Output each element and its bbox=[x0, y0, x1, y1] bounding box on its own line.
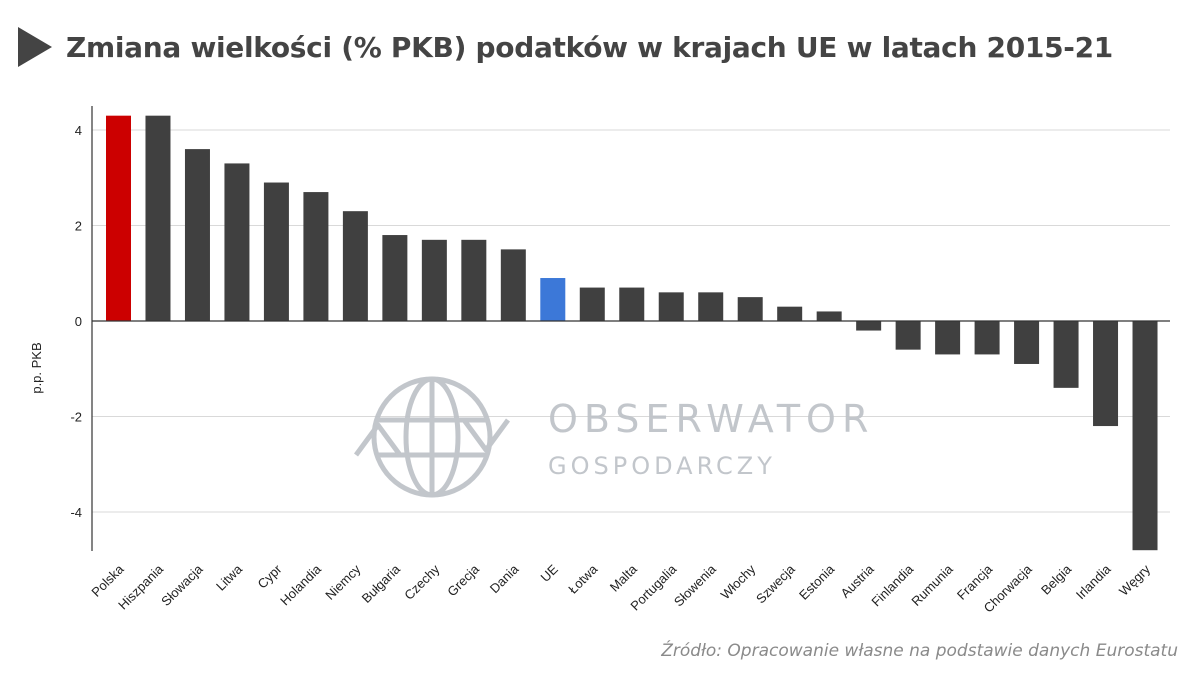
bar bbox=[658, 292, 684, 321]
watermark-line2: GOSPODARCZY bbox=[548, 452, 776, 480]
watermark-line1: OBSERWATOR bbox=[548, 397, 874, 441]
bar bbox=[698, 292, 724, 321]
title-row: Zmiana wielkości (% PKB) podatków w kraj… bbox=[18, 22, 1188, 72]
bar bbox=[619, 287, 645, 321]
x-tick-label: Cypr bbox=[255, 561, 285, 591]
source-note: Źródło: Opracowanie własne na podstawie … bbox=[661, 641, 1178, 661]
bar bbox=[737, 297, 763, 321]
y-tick-label: -2 bbox=[70, 410, 82, 425]
bar bbox=[382, 235, 408, 321]
bar bbox=[974, 321, 1000, 355]
x-tick-label: Węgry bbox=[1116, 561, 1154, 599]
x-tick-label: Belgia bbox=[1038, 561, 1075, 598]
x-tick-label: Dania bbox=[487, 561, 522, 596]
x-tick-label: Polska bbox=[88, 561, 127, 600]
x-tick-label: Szwecja bbox=[753, 561, 798, 606]
bar bbox=[145, 115, 171, 321]
bar bbox=[856, 321, 882, 331]
bar bbox=[935, 321, 961, 355]
x-tick-label: Bułgaria bbox=[359, 561, 404, 606]
bar bbox=[1093, 321, 1119, 427]
y-tick-label: -4 bbox=[70, 505, 82, 520]
bars bbox=[106, 115, 1158, 551]
x-tick-label: Słowacja bbox=[158, 561, 206, 609]
y-tick-labels: -4 -2 0 2 4 bbox=[70, 123, 82, 520]
x-tick-label: Słowenia bbox=[671, 561, 719, 609]
bar bbox=[777, 306, 803, 321]
chart-title: Zmiana wielkości (% PKB) podatków w kraj… bbox=[66, 30, 1113, 64]
bar bbox=[342, 211, 368, 321]
bar bbox=[816, 311, 842, 321]
x-tick-label: Finlandia bbox=[868, 561, 916, 609]
bar bbox=[303, 192, 329, 321]
y-tick-label: 4 bbox=[75, 123, 82, 138]
x-tick-label: Holandia bbox=[277, 561, 324, 608]
gridlines bbox=[92, 129, 1170, 513]
bar bbox=[895, 321, 921, 350]
bar bbox=[184, 149, 210, 321]
watermark: OBSERWATOR GOSPODARCZY bbox=[353, 376, 874, 498]
bar bbox=[263, 182, 289, 321]
play-arrow-icon bbox=[18, 27, 52, 67]
bar bbox=[1014, 321, 1040, 364]
x-tick-label: Czechy bbox=[401, 561, 443, 603]
x-tick-label: Irlandia bbox=[1073, 561, 1114, 602]
y-tick-label: 2 bbox=[75, 219, 82, 234]
y-axis-title: p.p. PKB bbox=[29, 342, 44, 393]
x-tick-label: Rumunia bbox=[908, 561, 956, 609]
bar bbox=[461, 239, 487, 321]
x-tick-label: UE bbox=[538, 561, 562, 585]
x-tick-label: Estonia bbox=[796, 561, 838, 603]
globe-arrows-icon bbox=[353, 376, 511, 498]
x-tick-label: Litwa bbox=[213, 561, 246, 594]
x-tick-label: Grecja bbox=[444, 561, 482, 599]
bar bbox=[106, 115, 131, 321]
x-tick-label: Niemcy bbox=[322, 561, 364, 603]
bar bbox=[540, 278, 566, 321]
bar bbox=[1053, 321, 1079, 388]
bar bbox=[224, 163, 250, 321]
bar bbox=[500, 249, 526, 321]
bar bbox=[579, 287, 605, 321]
bar bbox=[421, 239, 447, 321]
x-tick-label: Łotwa bbox=[565, 561, 601, 597]
axes bbox=[91, 106, 1170, 551]
bar bbox=[1132, 321, 1158, 551]
x-tick-label: Malta bbox=[607, 561, 641, 595]
y-tick-label: 0 bbox=[75, 314, 82, 329]
